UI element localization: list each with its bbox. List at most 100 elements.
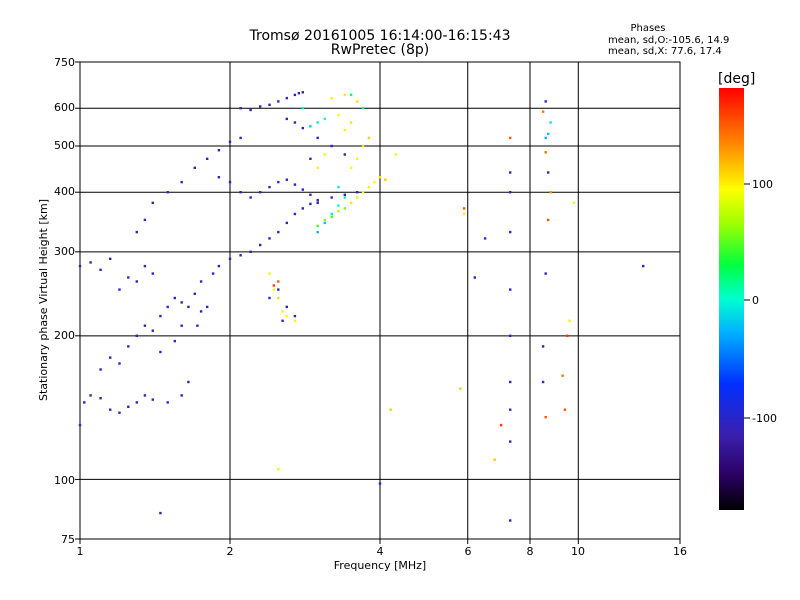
colorbar (719, 88, 744, 510)
data-point (277, 180, 280, 184)
data-point (127, 405, 130, 408)
data-point (89, 394, 92, 397)
data-point (541, 345, 545, 348)
legend-stat-o: mean, sd,O:-105.6, 14.9 (608, 35, 729, 46)
data-point (356, 100, 359, 103)
data-point (151, 272, 154, 275)
data-point (356, 157, 359, 160)
data-point (217, 264, 221, 268)
data-point (330, 96, 333, 100)
data-point (78, 264, 82, 268)
data-point (259, 191, 262, 194)
data-point (99, 268, 102, 271)
data-point (277, 468, 280, 471)
data-point (544, 136, 547, 140)
data-point (206, 305, 209, 309)
data-point (541, 110, 545, 113)
data-point (509, 288, 512, 291)
data-point (239, 254, 242, 257)
data-point (135, 334, 138, 337)
data-point (187, 380, 190, 384)
data-point (343, 207, 346, 210)
data-point (367, 136, 371, 140)
data-point (361, 144, 365, 148)
legend-stat-x: mean, sd,X: 77.6, 17.4 (608, 46, 722, 57)
data-point (143, 324, 147, 327)
data-point (343, 93, 346, 97)
data-point (159, 511, 162, 515)
data-point (109, 356, 112, 359)
x-tick-label: 8 (527, 545, 534, 558)
data-point (143, 264, 147, 268)
data-point (217, 176, 221, 179)
colorbar-tick-label: 100 (752, 178, 773, 191)
data-point (462, 212, 466, 216)
colorbar-tick-label: 0 (752, 294, 759, 307)
data-point (285, 221, 288, 225)
data-point (211, 272, 215, 275)
data-point (642, 264, 645, 268)
data-point (568, 319, 571, 322)
data-point (547, 218, 550, 222)
data-point (127, 345, 130, 348)
data-point (361, 191, 365, 194)
data-point (285, 305, 288, 309)
data-point (259, 105, 262, 108)
data-point (143, 394, 147, 397)
data-point (301, 207, 304, 210)
data-point (301, 188, 304, 191)
y-tick-label: 100 (54, 474, 75, 487)
data-point (285, 314, 288, 318)
data-point (349, 201, 353, 204)
data-point (499, 423, 503, 427)
data-point (135, 401, 138, 404)
data-point (118, 288, 121, 291)
data-point (277, 296, 280, 300)
data-point (109, 408, 112, 411)
data-point (151, 329, 154, 332)
data-point (180, 324, 183, 327)
data-point (159, 350, 162, 354)
data-point (281, 310, 284, 313)
data-point (166, 401, 169, 404)
data-point (323, 218, 326, 222)
data-point (561, 374, 564, 377)
data-point (259, 243, 262, 247)
data-point (180, 301, 183, 304)
data-point (384, 178, 387, 181)
data-point (193, 166, 196, 169)
data-point (109, 257, 112, 260)
data-point (228, 180, 232, 184)
data-point (206, 157, 209, 160)
data-point (196, 324, 199, 327)
data-point (330, 215, 333, 219)
data-point (309, 157, 312, 160)
data-point (180, 394, 183, 397)
data-point (173, 339, 176, 343)
chart-title: Tromsø 20161005 16:14:00-16:15:43 (249, 28, 511, 44)
data-point (301, 91, 304, 94)
data-point (193, 292, 196, 295)
data-point (566, 334, 569, 337)
data-point (541, 380, 545, 384)
data-point (343, 196, 346, 199)
data-point (297, 92, 301, 95)
data-point (323, 153, 326, 156)
x-tick-label: 16 (673, 545, 687, 558)
data-point (544, 416, 547, 419)
data-point (323, 221, 326, 225)
data-point (361, 107, 365, 110)
data-point (509, 230, 512, 234)
x-tick-label: 2 (227, 545, 234, 558)
data-point (323, 117, 326, 121)
data-point (285, 178, 288, 181)
data-point (316, 230, 319, 234)
data-point (330, 144, 333, 148)
data-point (268, 296, 271, 300)
data-point (228, 140, 232, 144)
y-tick-label: 400 (54, 185, 75, 198)
data-point (293, 319, 297, 322)
data-point (367, 185, 371, 189)
data-point (509, 408, 512, 411)
